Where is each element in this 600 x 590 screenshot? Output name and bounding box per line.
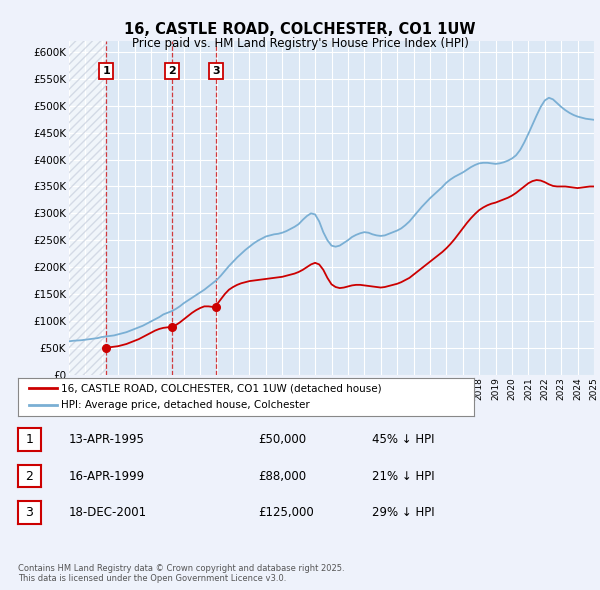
Text: 2: 2 — [169, 66, 176, 76]
Text: 3: 3 — [212, 66, 220, 76]
Text: 29% ↓ HPI: 29% ↓ HPI — [372, 506, 434, 519]
Text: £88,000: £88,000 — [258, 470, 306, 483]
Text: 16-APR-1999: 16-APR-1999 — [69, 470, 145, 483]
Text: 1: 1 — [25, 433, 34, 446]
Text: £125,000: £125,000 — [258, 506, 314, 519]
Text: £50,000: £50,000 — [258, 433, 306, 446]
Text: 3: 3 — [25, 506, 34, 519]
Text: 16, CASTLE ROAD, COLCHESTER, CO1 1UW (detached house): 16, CASTLE ROAD, COLCHESTER, CO1 1UW (de… — [61, 384, 382, 394]
Text: HPI: Average price, detached house, Colchester: HPI: Average price, detached house, Colc… — [61, 400, 310, 410]
Text: 18-DEC-2001: 18-DEC-2001 — [69, 506, 147, 519]
Text: 13-APR-1995: 13-APR-1995 — [69, 433, 145, 446]
Text: 2: 2 — [25, 470, 34, 483]
Text: 21% ↓ HPI: 21% ↓ HPI — [372, 470, 434, 483]
Text: Price paid vs. HM Land Registry's House Price Index (HPI): Price paid vs. HM Land Registry's House … — [131, 37, 469, 50]
Text: 45% ↓ HPI: 45% ↓ HPI — [372, 433, 434, 446]
Text: Contains HM Land Registry data © Crown copyright and database right 2025.
This d: Contains HM Land Registry data © Crown c… — [18, 563, 344, 583]
Text: 1: 1 — [103, 66, 110, 76]
Text: 16, CASTLE ROAD, COLCHESTER, CO1 1UW: 16, CASTLE ROAD, COLCHESTER, CO1 1UW — [124, 22, 476, 37]
